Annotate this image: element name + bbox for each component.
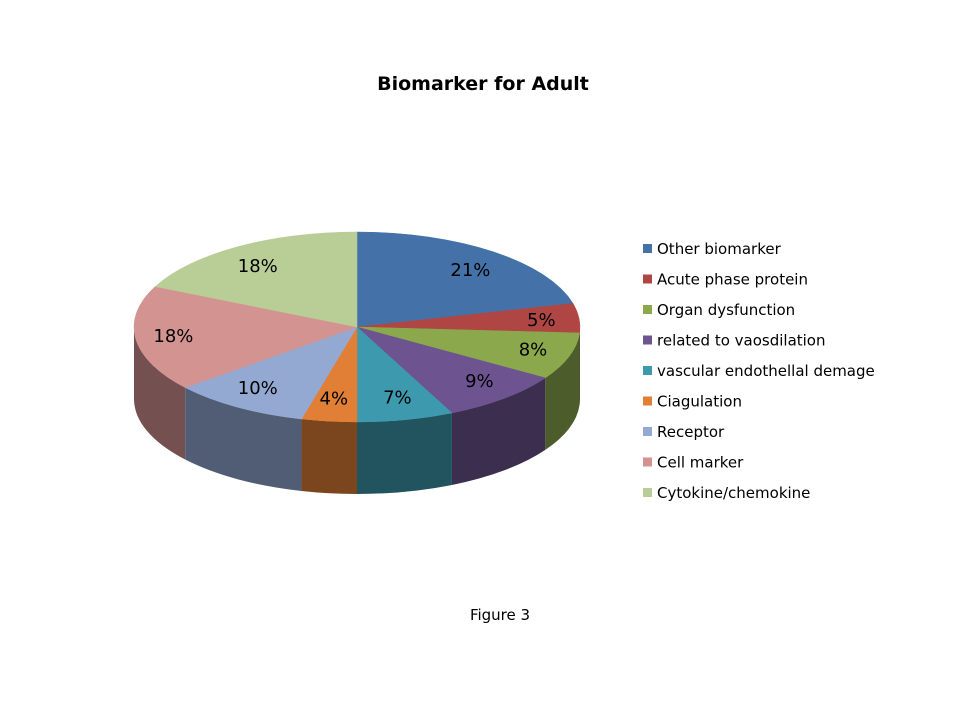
pie-wall-receptor <box>185 387 302 492</box>
legend-label-other-biomarker: Other biomarker <box>657 240 782 258</box>
figure-caption: Figure 3 <box>470 606 530 624</box>
legend-label-related-to-vaosdilation: related to vaosdilation <box>657 332 826 350</box>
legend-swatch-ciagulation <box>643 396 652 406</box>
pie-slice-receptor <box>184 326 358 420</box>
pie-labels: 21% 5% 8% 9% 7% 4% 10% 18% 18% <box>153 256 555 410</box>
legend-swatch-other-biomarker <box>643 244 652 253</box>
pie-slice-related-to-vaosdilation <box>356 326 546 414</box>
slice-label-organ-dysfunction: 8% <box>519 339 548 360</box>
pie-wall-ciagulation <box>301 419 357 494</box>
pie-wall-cell-marker <box>134 327 186 460</box>
legend-label-cytokine-chemokine: Cytokine/chemokine <box>657 484 810 502</box>
pie-top <box>133 231 581 423</box>
slice-label-vascular-endothellal-demage: 7% <box>383 388 412 409</box>
slice-label-related-to-vaosdilation: 9% <box>465 371 494 392</box>
slice-label-ciagulation: 4% <box>320 389 349 410</box>
legend-swatch-acute-phase-protein <box>643 274 652 284</box>
slice-label-acute-phase-protein: 5% <box>527 310 556 331</box>
legend-label-cell-marker: Cell marker <box>657 454 744 472</box>
legend-label-acute-phase-protein: Acute phase protein <box>657 271 808 289</box>
pie-wall-related-to-vaosdilation <box>451 377 546 485</box>
legend-label-receptor: Receptor <box>657 423 725 441</box>
pie-wall-organ-dysfunction <box>545 332 580 450</box>
legend-swatch-cytokine-chemokine <box>643 488 652 497</box>
pie-slice-other-biomarker <box>356 231 574 328</box>
pie-walls <box>134 327 580 494</box>
legend-swatch-related-to-vaosdilation <box>643 335 652 345</box>
legend-swatch-organ-dysfunction <box>643 305 652 314</box>
slice-label-receptor: 10% <box>238 378 278 399</box>
legend-label-ciagulation: Ciagulation <box>657 393 742 411</box>
pie-slice-organ-dysfunction <box>356 326 580 379</box>
chart-title: Biomarker for Adult <box>377 73 589 95</box>
pie-wall-vascular-endothellal-demage <box>357 412 452 494</box>
pie-slice-cytokine-chemokine <box>154 231 358 328</box>
legend-swatch-cell-marker <box>643 457 652 467</box>
slice-label-cytokine-chemokine: 18% <box>238 256 278 277</box>
legend-label-organ-dysfunction: Organ dysfunction <box>657 301 795 319</box>
legend-swatch-receptor <box>643 427 652 436</box>
slice-label-cell-marker: 18% <box>153 326 193 347</box>
legend-swatch-vascular-endothellal-demage <box>643 366 652 375</box>
pie-slice-cell-marker <box>133 286 358 388</box>
legend: Other biomarker Acute phase protein Organ … <box>643 240 875 502</box>
slice-label-other-biomarker: 21% <box>450 260 490 281</box>
legend-label-vascular-endothellal-demage: vascular endothellal demage <box>657 362 875 380</box>
